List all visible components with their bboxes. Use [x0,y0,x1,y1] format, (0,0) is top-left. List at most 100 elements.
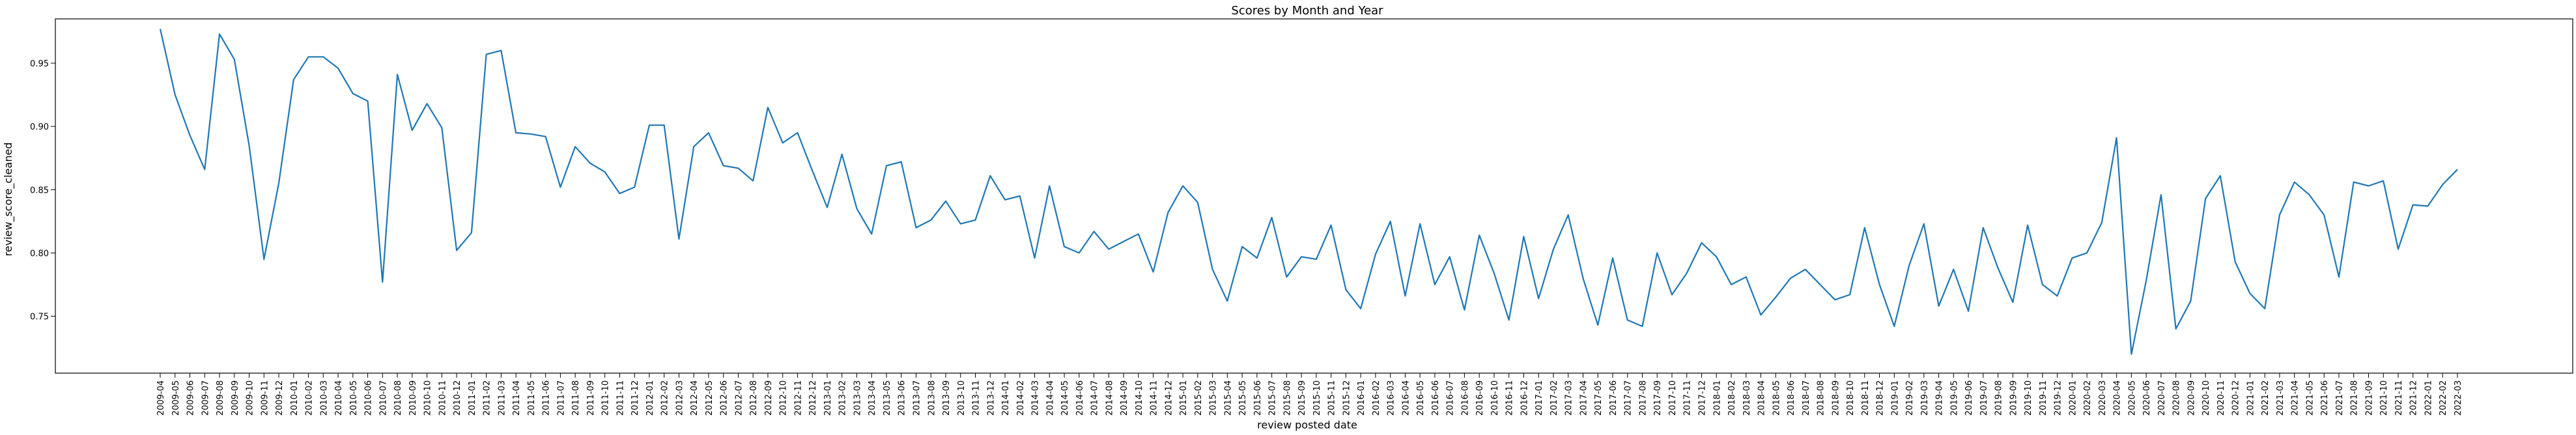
x-tick-label: 2021-03 [2276,380,2286,415]
x-tick-label: 2019-03 [1920,380,1930,415]
x-tick-label: 2018-12 [1876,380,1886,415]
x-tick-label: 2011-11 [616,380,625,415]
x-tick-label: 2020-03 [2098,380,2108,415]
x-tick-label: 2017-08 [1638,380,1648,415]
x-tick-label: 2015-05 [1238,380,1248,415]
x-tick-label: 2018-03 [1742,380,1752,415]
x-tick-label: 2021-04 [2291,380,2300,415]
x-tick-label: 2020-11 [2216,380,2226,415]
x-tick-label: 2010-09 [408,380,418,415]
x-tick-label: 2017-07 [1624,380,1634,415]
x-tick-label: 2015-06 [1253,380,1263,415]
x-tick-label: 2018-04 [1757,380,1767,415]
x-tick-label: 2009-06 [186,380,196,415]
y-tick-label: 0.90 [30,122,49,132]
x-tick-label: 2011-04 [512,380,522,415]
x-tick-label: 2020-04 [2113,380,2123,415]
x-tick-label: 2017-05 [1594,380,1604,415]
x-tick-label: 2014-08 [1105,380,1114,415]
x-tick-label: 2015-07 [1268,380,1278,415]
x-tick-label: 2013-09 [942,380,952,415]
x-tick-label: 2021-11 [2394,380,2404,415]
x-tick-label: 2011-12 [630,380,640,415]
x-tick-label: 2012-06 [720,380,729,415]
x-tick-label: 2019-01 [1890,380,1900,415]
x-tick-label: 2019-11 [2039,380,2048,415]
x-tick-label: 2014-03 [1031,380,1041,415]
x-tick-label: 2009-07 [201,380,210,415]
y-axis-ticks: 0.75 0.80 0.85 0.90 0.95 [30,59,55,322]
x-tick-label: 2011-05 [527,380,537,415]
x-tick-label: 2015-09 [1297,380,1307,415]
x-tick-label: 2009-08 [216,380,225,415]
x-tick-label: 2012-08 [749,380,759,415]
x-tick-label: 2018-08 [1817,380,1826,415]
x-tick-label: 2016-06 [1431,380,1441,415]
x-tick-label: 2018-11 [1861,380,1871,415]
x-tick-label: 2012-07 [734,380,744,415]
x-tick-label: 2011-07 [556,380,566,415]
x-tick-label: 2010-04 [334,380,344,415]
x-tick-label: 2014-04 [1045,380,1055,415]
x-tick-label: 2019-12 [2054,380,2063,415]
x-tick-label: 2017-09 [1653,380,1663,415]
series-line [159,29,2458,355]
x-tick-label: 2011-10 [601,380,611,415]
x-tick-label: 2018-09 [1831,380,1841,415]
x-tick-label: 2018-10 [1846,380,1856,415]
x-axis-ticks: 2009-04 2009-05 2009-06 2009-07 2009-08 2009-… [156,373,2463,415]
x-tick-label: 2013-01 [823,380,833,415]
x-tick-label: 2012-02 [660,380,670,415]
x-tick-label: 2017-01 [1535,380,1544,415]
x-tick-label: 2010-02 [305,380,315,415]
x-tick-label: 2021-09 [2364,380,2374,415]
x-tick-label: 2021-01 [2246,380,2256,415]
x-tick-label: 2016-07 [1446,380,1456,415]
x-tick-label: 2021-08 [2350,380,2360,415]
x-tick-label: 2010-12 [453,380,462,415]
x-tick-label: 2016-11 [1505,380,1515,415]
x-tick-label: 2009-04 [156,380,166,415]
x-tick-label: 2009-11 [260,380,270,415]
x-tick-label: 2015-10 [1312,380,1322,415]
x-tick-label: 2016-12 [1520,380,1529,415]
x-tick-label: 2010-03 [319,380,329,415]
x-tick-label: 2014-11 [1150,380,1159,415]
x-tick-label: 2012-09 [764,380,774,415]
x-tick-label: 2019-10 [2024,380,2033,415]
x-tick-label: 2013-06 [898,380,907,415]
x-tick-label: 2015-12 [1342,380,1352,415]
x-tick-label: 2021-07 [2335,380,2345,415]
x-tick-label: 2019-04 [1935,380,1945,415]
x-tick-label: 2018-07 [1802,380,1811,415]
x-tick-label: 2015-02 [1194,380,1204,415]
x-tick-label: 2020-06 [2142,380,2152,415]
x-tick-label: 2020-12 [2231,380,2241,415]
x-tick-label: 2013-07 [912,380,922,415]
x-tick-label: 2009-09 [231,380,240,415]
x-tick-label: 2021-06 [2320,380,2330,415]
x-tick-label: 2022-02 [2439,380,2448,415]
x-tick-label: 2018-01 [1712,380,1722,415]
x-tick-label: 2019-09 [2009,380,2018,415]
x-tick-label: 2021-05 [2305,380,2315,415]
x-tick-label: 2012-12 [808,380,818,415]
x-tick-label: 2016-01 [1357,380,1366,415]
x-tick-label: 2012-10 [779,380,789,415]
x-tick-label: 2011-03 [497,380,507,415]
x-tick-label: 2017-11 [1683,380,1693,415]
x-tick-label: 2016-02 [1372,380,1381,415]
x-tick-label: 2016-10 [1490,380,1500,415]
y-tick-label: 0.75 [30,313,49,322]
y-tick-label: 0.85 [30,186,49,195]
x-tick-label: 2009-05 [171,380,181,415]
y-axis-title: review_score_cleaned [2,143,15,257]
x-tick-label: 2009-12 [275,380,285,415]
x-tick-label: 2013-12 [986,380,996,415]
x-tick-label: 2013-04 [868,380,877,415]
x-tick-label: 2012-11 [793,380,803,415]
x-tick-label: 2016-09 [1475,380,1485,415]
x-tick-label: 2018-06 [1787,380,1796,415]
x-tick-label: 2014-10 [1135,380,1144,415]
